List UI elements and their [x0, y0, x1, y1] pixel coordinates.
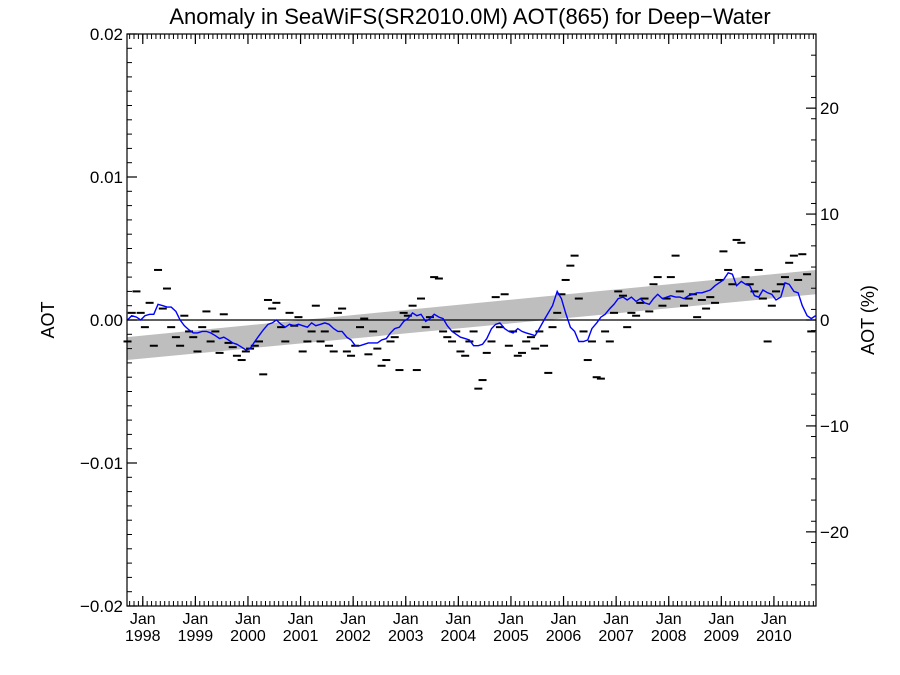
y-tick-label-right: −10: [820, 417, 849, 436]
y-tick-label-left: 0.00: [90, 311, 123, 330]
x-tick-year: 1999: [178, 628, 214, 645]
plot-area: [123, 33, 817, 607]
y-tick-label-left: 0.02: [90, 25, 123, 44]
x-tick-month: Jan: [182, 611, 208, 628]
y-tick-label-right: 0: [820, 311, 829, 330]
y-axis-title-left: AOT: [38, 301, 58, 338]
x-tick-year: 2000: [230, 628, 266, 645]
trend-band: [127, 269, 816, 361]
chart-title: Anomaly in SeaWiFS(SR2010.0M) AOT(865) f…: [169, 4, 770, 29]
x-tick-month: Jan: [708, 611, 734, 628]
x-tick-labels: Jan1998Jan1999Jan2000Jan2001Jan2002Jan20…: [125, 611, 792, 645]
x-tick-month: Jan: [656, 611, 682, 628]
x-tick-year: 2005: [493, 628, 529, 645]
x-tick-year: 2008: [651, 628, 687, 645]
y-tick-label-left: 0.01: [90, 168, 123, 187]
left-y-tick-labels: 0.02 0.01 0.00 −0.01 −0.02: [80, 25, 123, 616]
x-tick-month: Jan: [603, 611, 629, 628]
trend-band-layer: [127, 269, 816, 361]
right-y-tick-labels: 20 10 0 −10 −20: [820, 99, 849, 542]
x-tick-year: 2010: [756, 628, 792, 645]
y-tick-label-right: 10: [820, 205, 839, 224]
x-tick-year: 2002: [335, 628, 371, 645]
tick-marks-layer: [127, 33, 816, 607]
y-tick-label-right: −20: [820, 523, 849, 542]
x-tick-year: 2001: [283, 628, 319, 645]
smoothed-series-layer: [126, 271, 816, 351]
x-tick-month: Jan: [288, 611, 314, 628]
x-tick-year: 2007: [598, 628, 634, 645]
x-tick-month: Jan: [761, 611, 787, 628]
x-tick-month: Jan: [551, 611, 577, 628]
x-tick-month: Jan: [393, 611, 419, 628]
y-tick-label-left: −0.02: [80, 597, 123, 616]
x-tick-year: 2004: [441, 628, 477, 645]
y-axis-title-right: AOT (%): [858, 285, 878, 355]
x-tick-month: Jan: [498, 611, 524, 628]
x-tick-year: 2006: [546, 628, 582, 645]
y-tick-label-left: −0.01: [80, 454, 123, 473]
x-tick-year: 1998: [125, 628, 161, 645]
x-tick-year: 2003: [388, 628, 424, 645]
monthly-points-layer: [123, 238, 816, 390]
x-tick-month: Jan: [235, 611, 261, 628]
x-tick-month: Jan: [340, 611, 366, 628]
x-tick-year: 2009: [704, 628, 740, 645]
smoothed-series-line: [126, 271, 816, 351]
x-tick-month: Jan: [130, 611, 156, 628]
y-tick-label-right: 20: [820, 99, 839, 118]
x-tick-month: Jan: [445, 611, 471, 628]
